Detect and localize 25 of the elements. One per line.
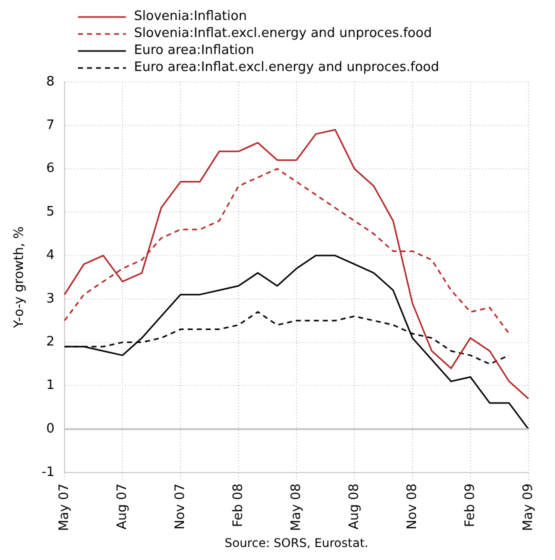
legend-label: Slovenia:Inflation bbox=[134, 8, 247, 25]
y-tick-label: 8 bbox=[46, 74, 55, 90]
y-tick-label: 2 bbox=[46, 334, 55, 350]
legend-label: Slovenia:Inflat.excl.energy and unproces.food bbox=[134, 25, 432, 42]
x-tick-label: Feb 09 bbox=[462, 483, 478, 528]
legend-label: Euro area:Inflation bbox=[134, 42, 254, 59]
x-tick-label: Aug 08 bbox=[346, 483, 362, 530]
x-tick-label: Feb 08 bbox=[230, 483, 246, 528]
y-tick-label: 4 bbox=[46, 248, 55, 263]
y-axis-title: Y-o-y growth, % bbox=[12, 226, 28, 330]
x-tick-label: Nov 08 bbox=[404, 483, 420, 530]
y-tick-label: 1 bbox=[46, 378, 55, 394]
y-tick-label: -1 bbox=[42, 464, 55, 480]
y-tick-label: 5 bbox=[46, 204, 55, 220]
x-tick-label: Aug 07 bbox=[114, 483, 130, 530]
y-tick-label: 0 bbox=[46, 421, 55, 436]
x-tick-label: May 09 bbox=[520, 483, 536, 532]
y-tick-label: 6 bbox=[46, 161, 55, 176]
y-tick-label: 3 bbox=[46, 291, 55, 306]
x-tick-label: May 07 bbox=[56, 483, 72, 532]
x-tick-label: May 08 bbox=[288, 483, 304, 532]
source-note: Source: SORS, Eurostat. bbox=[224, 536, 368, 550]
x-tick-label: Nov 07 bbox=[172, 483, 188, 530]
y-tick-label: 7 bbox=[46, 118, 55, 133]
legend-label: Euro area:Inflat.excl.energy and unproces.food bbox=[134, 59, 440, 76]
